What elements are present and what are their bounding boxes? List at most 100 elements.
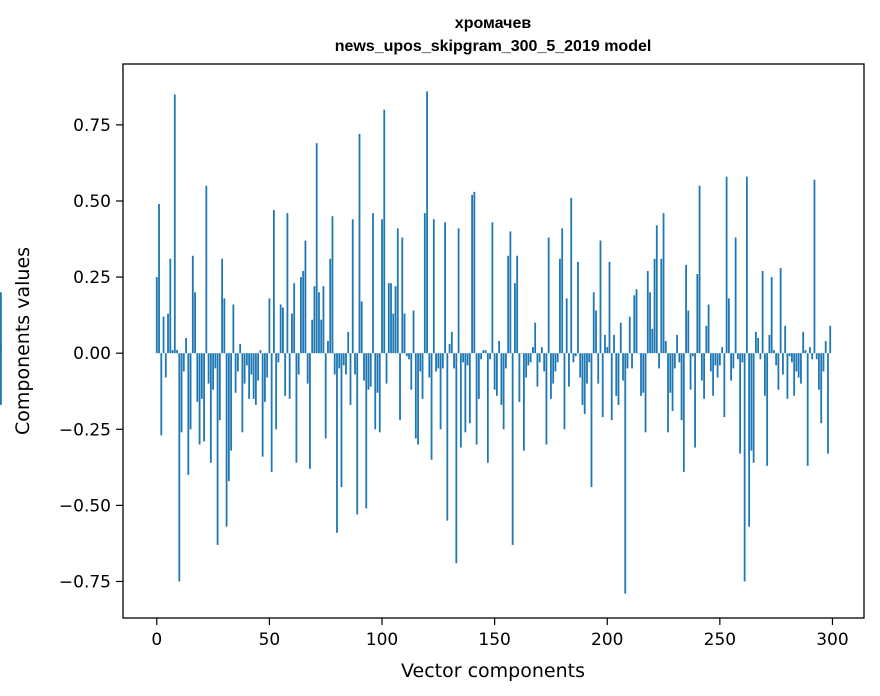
bars-layer xyxy=(0,91,832,594)
bar-70 xyxy=(313,286,316,354)
bar-277 xyxy=(779,267,782,354)
bar-55 xyxy=(279,304,282,354)
bar-106 xyxy=(394,286,397,354)
bar-236 xyxy=(687,310,690,354)
bar-249 xyxy=(716,353,719,378)
bar-66 xyxy=(304,240,307,354)
bar-199 xyxy=(604,334,606,354)
bar-300 xyxy=(0,353,2,405)
bar-72 xyxy=(318,292,320,354)
bar-123 xyxy=(432,219,435,354)
x-tick-label: 150 xyxy=(478,630,510,650)
bar-251 xyxy=(721,347,724,354)
bar-227 xyxy=(667,353,669,433)
bar-76 xyxy=(327,341,329,354)
bar-105 xyxy=(392,313,395,354)
bar-20 xyxy=(200,353,203,399)
bar-120 xyxy=(426,91,428,354)
bar-35 xyxy=(234,353,237,393)
bar-87 xyxy=(351,219,354,354)
bar-135 xyxy=(459,353,462,448)
bar-137 xyxy=(464,353,467,433)
bar-78 xyxy=(331,216,334,354)
bar-22 xyxy=(205,185,208,354)
bar-27 xyxy=(216,353,219,545)
bar-3 xyxy=(162,316,165,354)
bar-39 xyxy=(243,353,246,384)
bar-111 xyxy=(405,353,408,357)
bar-285 xyxy=(797,353,800,378)
bar-133 xyxy=(455,353,458,564)
bar-80 xyxy=(336,353,338,533)
bar-102 xyxy=(385,353,388,384)
bar-14 xyxy=(187,353,190,475)
bar-247 xyxy=(712,353,714,396)
y-axis: −0.75 −0.50 −0.25 0.00 0.25 0.50 0.75 xyxy=(59,116,123,592)
x-tick-label: 300 xyxy=(816,630,848,650)
bar-8 xyxy=(173,94,176,354)
bar-164 xyxy=(525,353,528,378)
bar-209 xyxy=(626,353,629,369)
bar-240 xyxy=(696,274,699,354)
bar-254 xyxy=(727,298,730,354)
bar-292 xyxy=(813,179,816,354)
bar-138 xyxy=(466,353,469,366)
bar-238 xyxy=(691,353,694,357)
chart-subtitle: news_upos_skipgram_300_5_2019 model xyxy=(335,38,652,55)
bar-191 xyxy=(586,353,588,384)
bar-63 xyxy=(297,353,300,375)
bar-19 xyxy=(198,353,201,445)
bar-210 xyxy=(628,316,631,354)
bar-264 xyxy=(750,353,753,451)
bar-98 xyxy=(376,353,379,393)
bar-154 xyxy=(502,353,505,430)
bar-197 xyxy=(599,240,602,354)
bar-230 xyxy=(673,353,676,369)
bar-42 xyxy=(250,353,253,375)
bar-131 xyxy=(450,331,453,354)
bar-208 xyxy=(624,353,627,594)
bar-296 xyxy=(822,353,825,372)
bar-201 xyxy=(608,261,611,354)
bar-82 xyxy=(340,353,343,488)
bar-64 xyxy=(300,277,302,354)
bar-107 xyxy=(396,228,399,354)
bar-115 xyxy=(414,353,417,439)
bar-83 xyxy=(342,353,345,366)
bar-253 xyxy=(725,176,728,354)
bar-62 xyxy=(295,353,298,463)
bar-148 xyxy=(489,353,492,360)
bar-280 xyxy=(786,353,789,399)
x-tick-label: 0 xyxy=(151,630,162,650)
bar-73 xyxy=(320,319,323,354)
bar-180 xyxy=(561,228,564,354)
bar-58 xyxy=(286,213,289,354)
bar-289 xyxy=(806,353,809,466)
bar-290 xyxy=(809,347,811,354)
bar-104 xyxy=(390,283,392,354)
bar-183 xyxy=(568,353,570,387)
bar-298 xyxy=(827,353,829,454)
bar-1 xyxy=(158,204,160,354)
bar-234 xyxy=(682,353,685,472)
bar-7 xyxy=(171,350,174,354)
bar-155 xyxy=(504,353,507,369)
bar-169 xyxy=(536,353,539,387)
bar-231 xyxy=(676,334,678,354)
bar-245 xyxy=(707,304,710,354)
bar-36 xyxy=(236,353,239,372)
bar-117 xyxy=(419,353,422,372)
bar-218 xyxy=(646,270,649,354)
bar-287 xyxy=(802,331,805,354)
bar-100 xyxy=(381,219,383,354)
bar-265 xyxy=(752,353,755,463)
bar-17 xyxy=(194,292,196,354)
plot-frame xyxy=(122,63,865,619)
bar-260 xyxy=(741,353,744,363)
x-tick-label: 100 xyxy=(366,630,398,650)
bar-283 xyxy=(793,353,796,396)
bar-256 xyxy=(732,353,735,369)
bar-152 xyxy=(498,341,501,354)
bar-116 xyxy=(417,353,419,445)
bar-151 xyxy=(495,353,498,396)
